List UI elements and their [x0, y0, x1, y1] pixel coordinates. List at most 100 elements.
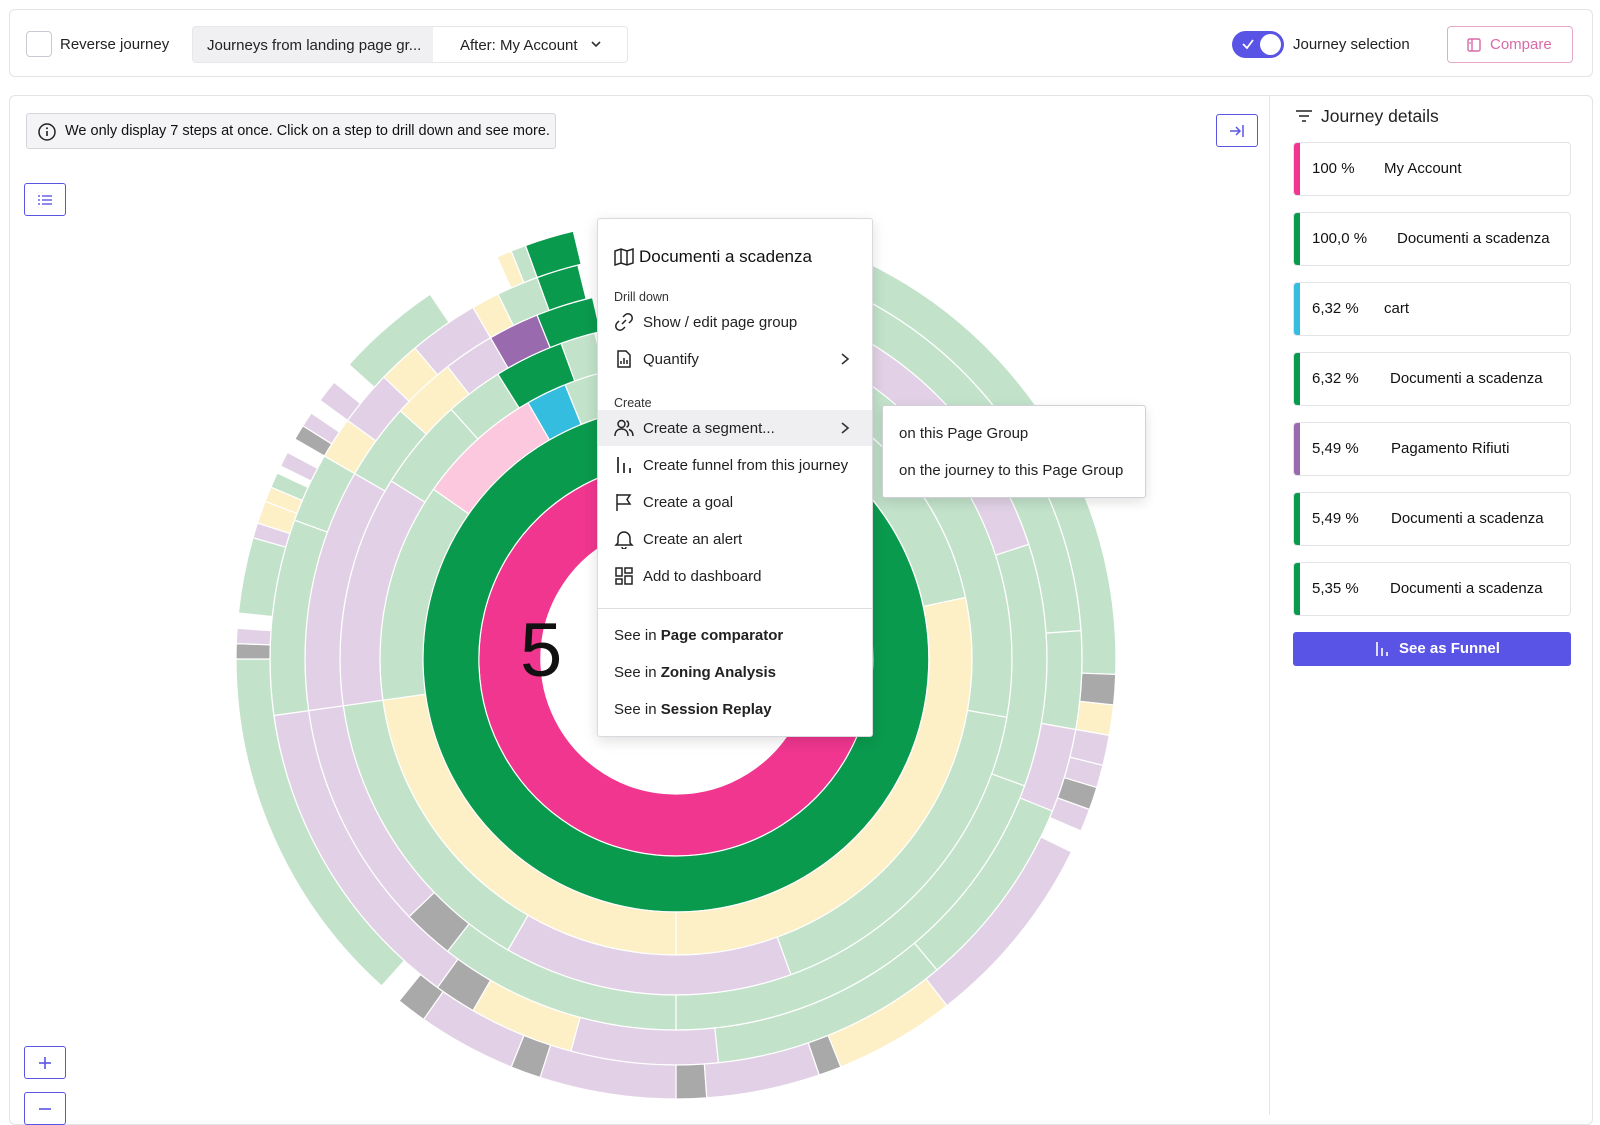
step-percentage: 100,0 %	[1312, 230, 1368, 247]
see-as-funnel-label: See as Funnel	[1399, 640, 1500, 657]
session-replay-label: Session Replay	[660, 701, 772, 718]
journey-scope-selector: Journeys from landing page gr... After: …	[192, 26, 628, 63]
see-page-comparator-item[interactable]: See in Page comparator	[614, 627, 784, 644]
step-color-bar	[1294, 353, 1300, 405]
page-comparator-label: Page comparator	[660, 627, 784, 644]
sunburst-segment[interactable]	[270, 472, 309, 502]
step-percentage: 6,32 %	[1312, 300, 1359, 317]
step-page-name: Documenti a scadenza	[1391, 510, 1544, 527]
center-step-count: 5	[520, 608, 563, 693]
panel-divider	[1269, 95, 1270, 1115]
drill-down-section-label: Drill down	[614, 290, 669, 304]
dashboard-icon	[615, 567, 633, 585]
segment-on-page-group-item[interactable]: on this Page Group	[899, 425, 1029, 442]
compare-icon	[1467, 38, 1481, 52]
show-edit-page-group-item[interactable]: Show / edit page group	[598, 304, 872, 340]
zoom-in-button[interactable]	[24, 1046, 66, 1079]
after-account-label: After: My Account	[460, 37, 578, 54]
journey-step-card[interactable]: 6,32 % cart	[1293, 282, 1571, 336]
link-icon	[615, 313, 633, 331]
list-view-button[interactable]	[24, 183, 66, 216]
report-icon	[617, 350, 631, 368]
sunburst-segment[interactable]	[398, 973, 444, 1021]
quantify-item[interactable]: Quantify	[598, 341, 872, 377]
top-toolbar: Reverse journey Journeys from landing pa…	[9, 9, 1593, 77]
create-alert-label: Create an alert	[643, 531, 743, 548]
create-goal-label: Create a goal	[643, 494, 734, 511]
collapse-panel-button[interactable]	[1216, 114, 1258, 147]
step-color-bar	[1294, 423, 1300, 475]
step-percentage: 5,49 %	[1312, 440, 1359, 457]
journey-step-card[interactable]: 5,49 % Pagamento Rifiuti	[1293, 422, 1571, 476]
segment-on-journey-item[interactable]: on the journey to this Page Group	[899, 462, 1124, 479]
minus-icon	[39, 1107, 51, 1110]
sunburst-segment[interactable]	[279, 451, 319, 482]
map-icon	[614, 247, 634, 267]
sunburst-selected-segment[interactable]	[524, 230, 582, 279]
create-section-label: Create	[614, 396, 652, 410]
sunburst-segment[interactable]	[1079, 672, 1117, 706]
funnel-bars-icon	[1376, 642, 1388, 656]
journey-step-card[interactable]: 5,35 % Documenti a scadenza	[1293, 562, 1571, 616]
step-page-name: My Account	[1384, 160, 1462, 177]
flag-icon	[616, 494, 632, 511]
after-account-dropdown[interactable]: After: My Account	[433, 27, 627, 62]
journey-step-card[interactable]: 5,49 % Documenti a scadenza	[1293, 492, 1571, 546]
plus-icon	[39, 1056, 51, 1069]
zoom-out-button[interactable]	[24, 1092, 66, 1125]
context-menu-title-text: Documenti a scadenza	[639, 247, 812, 266]
info-message: We only display 7 steps at once. Click o…	[65, 123, 550, 139]
create-goal-item[interactable]: Create a goal	[598, 484, 872, 520]
step-page-name: Documenti a scadenza	[1397, 230, 1550, 247]
funnel-bars-icon	[617, 457, 631, 473]
reverse-journey-label: Reverse journey	[60, 36, 170, 53]
info-icon	[38, 123, 56, 141]
users-icon	[614, 419, 634, 437]
sunburst-segment[interactable]	[235, 627, 272, 646]
step-page-name: Pagamento Rifiuti	[1391, 440, 1510, 457]
create-funnel-item[interactable]: Create funnel from this journey	[598, 447, 872, 483]
info-banner: We only display 7 steps at once. Click o…	[26, 113, 556, 149]
step-color-bar	[1294, 283, 1300, 335]
add-to-dashboard-item[interactable]: Add to dashboard	[598, 558, 872, 594]
sunburst-segment[interactable]	[1040, 630, 1083, 731]
sunburst-segment[interactable]	[1048, 797, 1091, 832]
step-page-name: Documenti a scadenza	[1390, 580, 1543, 597]
step-color-bar	[1294, 143, 1300, 195]
sunburst-segment[interactable]	[319, 381, 362, 422]
step-color-bar	[1294, 493, 1300, 545]
journey-step-card[interactable]: 100,0 % Documenti a scadenza	[1293, 212, 1571, 266]
create-segment-submenu: on this Page Group on the journey to thi…	[882, 405, 1146, 498]
sunburst-segment[interactable]	[675, 1063, 708, 1100]
create-segment-item[interactable]: Create a segment...	[598, 410, 872, 446]
see-session-replay-item[interactable]: See in Session Replay	[614, 701, 772, 718]
create-alert-item[interactable]: Create an alert	[598, 521, 872, 557]
step-color-bar	[1294, 213, 1300, 265]
journey-details-title: Journey details	[1321, 106, 1439, 126]
add-to-dashboard-label: Add to dashboard	[643, 568, 762, 585]
reverse-journey-checkbox[interactable]	[26, 31, 52, 57]
journey-selection-toggle[interactable]	[1232, 31, 1284, 58]
bell-icon	[614, 531, 634, 549]
list-icon	[38, 194, 52, 205]
zoning-analysis-label: Zoning Analysis	[660, 664, 777, 681]
see-zoning-analysis-item[interactable]: See in Zoning Analysis	[614, 664, 777, 681]
menu-separator	[598, 608, 872, 609]
sunburst-segment[interactable]	[302, 412, 341, 445]
step-percentage: 100 %	[1312, 160, 1355, 177]
filter-icon	[1296, 110, 1312, 122]
step-percentage: 5,49 %	[1312, 510, 1359, 527]
journey-step-card[interactable]: 100 % My Account	[1293, 142, 1571, 196]
step-percentage: 5,35 %	[1312, 580, 1359, 597]
see-as-funnel-button[interactable]: See as Funnel	[1293, 632, 1571, 666]
chevron-right-icon	[841, 422, 850, 434]
step-percentage: 6,32 %	[1312, 370, 1359, 387]
compare-button[interactable]: Compare	[1447, 26, 1573, 63]
create-funnel-label: Create funnel from this journey	[643, 457, 849, 474]
landing-page-group-option[interactable]: Journeys from landing page gr...	[193, 27, 433, 62]
sunburst-segment[interactable]	[348, 293, 450, 389]
sunburst-segment[interactable]	[235, 642, 271, 660]
node-context-menu: Documenti a scadenza Drill down Show / e…	[597, 218, 873, 737]
journey-step-card[interactable]: 6,32 % Documenti a scadenza	[1293, 352, 1571, 406]
step-page-name: cart	[1384, 300, 1410, 317]
